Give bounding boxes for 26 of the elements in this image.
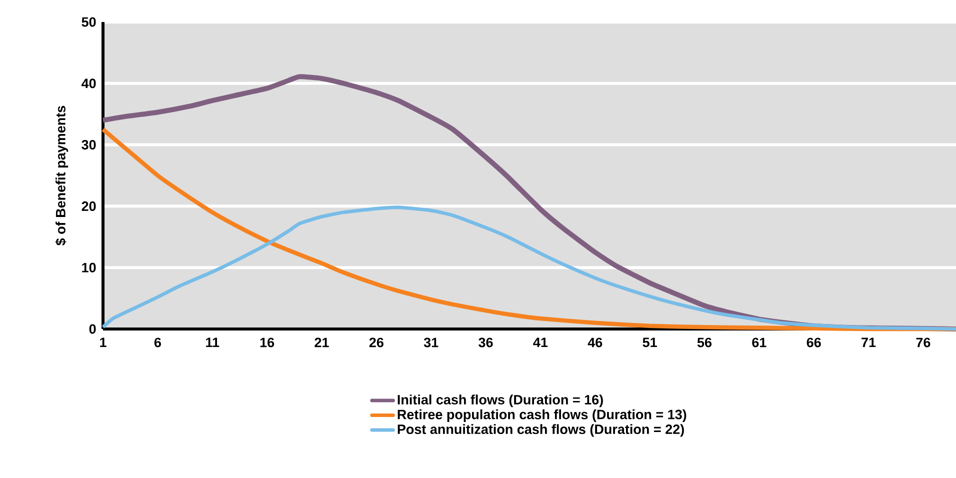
x-tick-label: 66 xyxy=(806,338,821,348)
x-tick-label: 51 xyxy=(642,338,657,348)
legend-label: Post annuitization cash flows (Duration = 22) xyxy=(398,424,684,437)
x-tick-label: 16 xyxy=(260,338,274,348)
y-tick-label: 0 xyxy=(89,324,96,334)
legend-label: Initial cash flows (Duration = 16) xyxy=(398,394,603,408)
y-tick-label: 50 xyxy=(82,17,96,27)
x-tick-label: 6 xyxy=(154,338,161,348)
x-tick-label: 76 xyxy=(916,338,930,348)
x-tick-label: 31 xyxy=(424,338,438,348)
x-tick-label: 61 xyxy=(752,338,766,348)
legend-label: Retiree population cash flows (Duration = 13) xyxy=(398,409,686,422)
x-tick-label: 21 xyxy=(314,338,329,348)
x-tick-label: 26 xyxy=(369,338,384,348)
x-tick-label: 1 xyxy=(100,338,106,347)
y-axis-title: $ of Benefit payments xyxy=(55,106,68,246)
y-tick-label: 30 xyxy=(82,140,96,150)
y-tick-label: 10 xyxy=(82,262,96,272)
x-tick-label: 11 xyxy=(206,338,220,347)
y-tick-label: 20 xyxy=(82,201,96,211)
x-tick-label: 56 xyxy=(697,338,712,348)
x-tick-label: 41 xyxy=(533,338,548,347)
x-tick-label: 36 xyxy=(478,338,493,348)
x-tick-label: 46 xyxy=(588,338,602,348)
y-tick-label: 40 xyxy=(82,78,96,88)
x-tick-label: 71 xyxy=(862,338,876,347)
